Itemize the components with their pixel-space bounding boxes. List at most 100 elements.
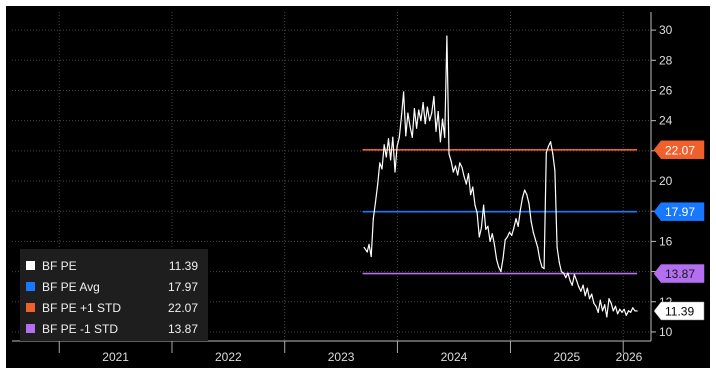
data-point-bf-pe — [623, 308, 625, 310]
data-point-bf-pe — [526, 194, 528, 196]
data-point-bf-pe — [562, 272, 565, 274]
data-point-bf-pe — [565, 277, 567, 279]
data-point-bf-pe — [612, 310, 614, 312]
data-point-bf-pe — [413, 107, 416, 110]
y-tick-label-26: 26 — [659, 83, 673, 97]
data-point-bf-pe — [431, 112, 433, 114]
data-point-bf-pe — [489, 240, 491, 242]
data-point-bf-pe — [415, 127, 418, 129]
data-point-bf-pe — [439, 141, 441, 143]
data-point-bf-pe — [405, 135, 407, 137]
x-tick-label-2026: 2026 — [616, 350, 643, 364]
data-point-bf-pe — [582, 284, 584, 286]
legend-swatch-bf-pe — [26, 261, 35, 270]
data-point-bf-pe — [617, 313, 619, 315]
data-point-bf-pe — [454, 165, 457, 167]
data-point-bf-pe — [625, 314, 627, 316]
data-point-bf-pe — [435, 130, 437, 132]
data-point-bf-pe — [506, 236, 508, 238]
y-tick-label-28: 28 — [659, 53, 673, 67]
data-point-bf-pe — [621, 311, 623, 313]
data-point-bf-pe — [478, 236, 480, 238]
data-point-bf-pe — [584, 295, 586, 297]
data-point-bf-pe — [545, 151, 547, 153]
data-point-bf-pe — [366, 251, 368, 253]
data-point-bf-pe — [595, 305, 597, 307]
pe-ratio-chart: 2021202220232024202520261012141618202224… — [12, 12, 705, 364]
data-point-bf-pe — [480, 227, 483, 229]
data-point-bf-pe — [491, 233, 493, 235]
x-tick-label-2024: 2024 — [441, 350, 468, 364]
data-point-bf-pe — [550, 141, 552, 143]
data-point-bf-pe — [597, 311, 599, 313]
legend-swatch-bf-pe-avg — [26, 282, 35, 291]
data-point-bf-pe — [634, 310, 636, 312]
data-point-bf-pe — [619, 308, 621, 310]
data-point-bf-pe — [524, 189, 526, 191]
data-point-bf-pe — [452, 171, 454, 173]
data-point-bf-pe — [547, 145, 550, 147]
legend-value-bf-pe: 11.39 — [168, 259, 198, 273]
data-point-bf-pe — [437, 111, 439, 113]
legend-swatch-bf-pe-plus-1-std — [26, 303, 35, 312]
data-point-bf-pe — [392, 136, 394, 138]
data-point-bf-pe — [498, 266, 500, 268]
data-point-bf-pe — [444, 136, 446, 138]
data-point-bf-pe — [398, 136, 400, 138]
data-point-bf-pe — [500, 270, 502, 273]
data-point-bf-pe — [610, 302, 612, 304]
data-point-bf-pe — [541, 266, 543, 268]
data-point-bf-pe — [426, 106, 428, 108]
data-point-bf-pe — [370, 255, 372, 258]
data-point-bf-pe — [517, 225, 519, 227]
data-point-bf-pe — [608, 298, 610, 300]
data-point-bf-pe — [390, 159, 392, 161]
data-point-bf-pe — [493, 243, 496, 246]
data-point-bf-pe — [463, 175, 465, 178]
y-tick-label-24: 24 — [659, 114, 673, 128]
data-point-bf-pe — [372, 218, 374, 220]
data-point-bf-pe — [560, 270, 563, 273]
data-point-bf-pe — [485, 228, 487, 230]
data-point-bf-pe — [513, 227, 515, 229]
data-point-bf-pe — [630, 311, 632, 313]
data-point-bf-pe — [504, 239, 506, 241]
data-point-bf-pe — [502, 257, 504, 259]
data-point-bf-pe — [569, 280, 571, 282]
data-point-bf-pe — [483, 204, 485, 206]
data-point-bf-pe — [383, 144, 385, 146]
data-point-bf-pe — [377, 183, 379, 185]
data-point-bf-pe — [614, 305, 617, 307]
data-point-bf-pe — [632, 307, 634, 309]
legend-label-bf-pe-avg: BF PE Avg — [42, 280, 100, 294]
data-point-bf-pe — [573, 273, 576, 276]
legend-entry-bf-pe: BF PE 11.39 — [20, 257, 208, 275]
data-point-bf-pe — [534, 239, 537, 241]
y-tick-label-30: 30 — [659, 23, 673, 37]
data-point-bf-pe — [556, 246, 558, 249]
data-point-bf-pe — [575, 280, 578, 282]
data-point-bf-pe — [396, 145, 398, 147]
legend-swatch-bf-pe-minus-1-std — [26, 324, 35, 333]
data-point-bf-pe — [433, 95, 435, 98]
legend-entry-bf-pe-plus-1-std: BF PE +1 STD 22.07 — [20, 299, 208, 317]
tag-minus-1-std-badge-label: 13.87 — [665, 267, 695, 281]
data-point-bf-pe — [558, 261, 560, 264]
y-tick-label-16: 16 — [659, 234, 673, 248]
data-point-bf-pe — [521, 197, 524, 199]
data-point-bf-pe — [407, 112, 409, 114]
legend-label-bf-pe-plus-1-std: BF PE +1 STD — [42, 301, 122, 315]
tag-plus-1-std-badge-label: 22.07 — [665, 143, 695, 157]
data-point-bf-pe — [601, 310, 604, 312]
data-point-bf-pe — [599, 299, 601, 301]
data-point-bf-pe — [409, 126, 411, 128]
data-point-bf-pe — [420, 120, 422, 122]
chart-panel: 2021202220232024202520261012141618202224… — [6, 6, 710, 368]
data-point-bf-pe — [424, 123, 426, 125]
legend-label-bf-pe: BF PE — [42, 259, 77, 273]
data-point-bf-pe — [606, 316, 608, 318]
data-point-bf-pe — [418, 109, 420, 111]
data-point-bf-pe — [459, 162, 461, 164]
legend-value-bf-pe-minus-1-std: 13.87 — [167, 322, 198, 336]
data-point-bf-pe — [537, 246, 539, 249]
